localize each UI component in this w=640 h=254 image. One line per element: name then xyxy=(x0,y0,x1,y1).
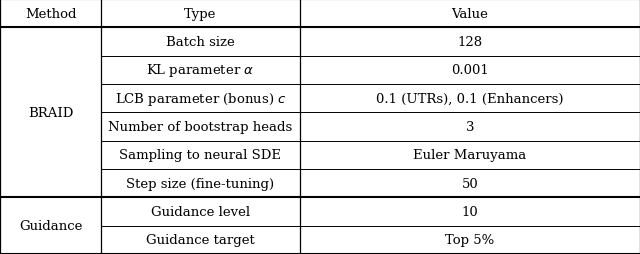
Text: Guidance: Guidance xyxy=(19,219,83,232)
Text: 10: 10 xyxy=(461,205,478,218)
Text: Value: Value xyxy=(451,8,488,21)
Text: Guidance level: Guidance level xyxy=(151,205,250,218)
Text: 128: 128 xyxy=(457,36,483,49)
Text: 50: 50 xyxy=(461,177,478,190)
Text: Type: Type xyxy=(184,8,216,21)
Text: Number of bootstrap heads: Number of bootstrap heads xyxy=(108,121,292,133)
Text: KL parameter $\alpha$: KL parameter $\alpha$ xyxy=(146,62,255,79)
Text: 0.1 (UTRs), 0.1 (Enhancers): 0.1 (UTRs), 0.1 (Enhancers) xyxy=(376,92,563,105)
Text: Sampling to neural SDE: Sampling to neural SDE xyxy=(119,149,282,162)
Text: Euler Maruyama: Euler Maruyama xyxy=(413,149,526,162)
Text: 3: 3 xyxy=(465,121,474,133)
Text: Method: Method xyxy=(25,8,76,21)
Text: Step size (fine-tuning): Step size (fine-tuning) xyxy=(126,177,275,190)
Text: Batch size: Batch size xyxy=(166,36,235,49)
Text: 0.001: 0.001 xyxy=(451,64,488,77)
Text: LCB parameter (bonus) $c$: LCB parameter (bonus) $c$ xyxy=(115,90,286,107)
Text: Top 5%: Top 5% xyxy=(445,233,494,246)
Text: BRAID: BRAID xyxy=(28,106,73,119)
Text: Guidance target: Guidance target xyxy=(146,233,255,246)
